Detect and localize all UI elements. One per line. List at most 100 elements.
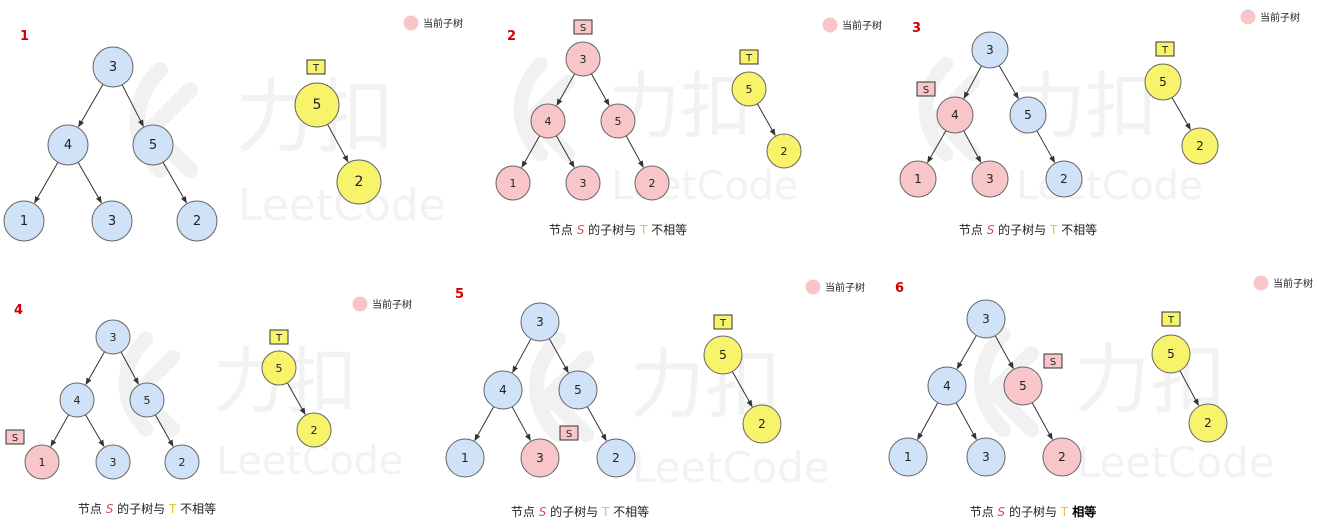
tree-s-node-rr-label: 2 xyxy=(612,451,620,465)
tree-s-node-ll-label: 1 xyxy=(914,172,922,186)
edge-l-lr xyxy=(511,406,531,442)
tree-s-node-root-circle xyxy=(565,41,601,77)
leetcode-logo-icon xyxy=(974,326,1040,438)
tree-s-node-l-label: 4 xyxy=(951,108,959,122)
tree-s-node-lr: 3 xyxy=(91,200,133,242)
caption-part-1: S xyxy=(987,223,995,237)
tree-s-node-l: 4 xyxy=(936,96,974,134)
edge-t xyxy=(756,103,776,136)
tree-s-node-root: 3 xyxy=(971,31,1009,69)
legend-label: 当前子树 xyxy=(423,17,463,30)
tree-s-node-root-circle xyxy=(95,319,131,355)
tree-t-node-root-label: 5 xyxy=(1159,75,1167,89)
t-tag-text: T xyxy=(1167,315,1175,326)
tree-s-node-lr-circle xyxy=(966,437,1006,477)
tree-s-node-ll: 1 xyxy=(3,200,45,242)
edge-l-lr xyxy=(963,130,982,163)
tree-s-node-r: 5 xyxy=(558,370,598,410)
tree-s-node-ll-circle xyxy=(899,160,937,198)
tree-s-node-lr-circle xyxy=(95,444,131,480)
tree-s-node-lr-circle xyxy=(971,160,1009,198)
edge-l-ll xyxy=(34,162,59,204)
tree-t-node-root: 5 xyxy=(294,82,340,128)
caption-part-0: 节点 xyxy=(78,502,106,516)
tree-s-node-ll: 1 xyxy=(24,444,60,480)
edge-root-r xyxy=(994,335,1014,370)
tree-t-node-child: 2 xyxy=(742,404,782,444)
tree-s-node-l: 4 xyxy=(483,370,523,410)
tree-s-node-rr-circle xyxy=(634,165,670,201)
tree-s-node-root-label: 3 xyxy=(536,315,544,329)
tree-t-node-root-label: 5 xyxy=(313,97,322,113)
tree-s-node-l-label: 4 xyxy=(545,115,552,128)
t-tag-box xyxy=(306,59,326,75)
tree-t-node-child-label: 2 xyxy=(758,417,766,431)
tree-s-node-r-circle xyxy=(132,124,174,166)
legend-dot-icon xyxy=(352,296,368,312)
tree-s-node-l-circle xyxy=(530,103,566,139)
tree-s-node-root: 3 xyxy=(565,41,601,77)
tree-t-node-child-label: 2 xyxy=(781,145,788,158)
tree-s-node-root-circle xyxy=(92,46,134,88)
edge-root-l xyxy=(556,73,576,106)
tree-s-node-rr: 2 xyxy=(634,165,670,201)
legend-label: 当前子树 xyxy=(825,281,865,294)
tree-s-node-rr-circle xyxy=(164,444,200,480)
edge-root-r xyxy=(548,338,569,374)
s-tag-box xyxy=(916,81,936,97)
tree-s-node-lr: 3 xyxy=(565,165,601,201)
tree-s-node-lr-label: 3 xyxy=(110,456,117,469)
tree-s-node-rr: 2 xyxy=(1045,160,1083,198)
edge-r-rr xyxy=(1031,402,1053,441)
tree-s-node-l-circle xyxy=(927,366,967,406)
edge-l-ll xyxy=(521,135,541,168)
tree-t-node-child-label: 2 xyxy=(1196,139,1204,153)
caption: 节点 S 的子树与 T 不相等 xyxy=(959,222,1097,237)
caption-part-2: 的子树与 xyxy=(994,222,1050,237)
t-tag-text: T xyxy=(719,318,727,329)
tree-s-node-r-circle xyxy=(558,370,598,410)
tree-s-node-ll: 1 xyxy=(888,437,928,477)
tree-s-node-r-label: 5 xyxy=(574,383,582,397)
caption-part-1: S xyxy=(577,223,585,237)
tree-s-node-rr-circle xyxy=(1045,160,1083,198)
tree-t-node-child-circle xyxy=(1181,127,1219,165)
edge-l-lr xyxy=(77,162,102,204)
edge-root-l xyxy=(512,338,532,374)
tree-s-node-ll: 1 xyxy=(495,165,531,201)
legend: 当前子树 xyxy=(403,15,463,31)
edge-l-ll xyxy=(927,130,947,164)
edge-t xyxy=(286,382,306,415)
t-tag-box xyxy=(713,314,733,330)
t-tag-box xyxy=(1161,311,1181,327)
t-tag: T xyxy=(1161,311,1181,327)
tree-s-node-l-label: 4 xyxy=(74,394,81,407)
legend: 当前子树 xyxy=(1253,275,1313,291)
tree-s-node-r-circle xyxy=(600,103,636,139)
tree-t-node-root: 5 xyxy=(703,335,743,375)
t-tag: T xyxy=(1155,41,1175,57)
tree-s-node-lr: 3 xyxy=(966,437,1006,477)
tree-t-node-root-label: 5 xyxy=(276,362,283,375)
legend-dot-icon xyxy=(1240,9,1256,25)
tree-s-node-root-label: 3 xyxy=(986,43,994,57)
tree-s-node-lr: 3 xyxy=(95,444,131,480)
step-number: 4 xyxy=(14,303,23,318)
legend-label: 当前子树 xyxy=(1273,277,1313,290)
tree-s-node-r: 5 xyxy=(129,382,165,418)
tree-t-node-root-label: 5 xyxy=(746,83,753,96)
tree-s-node-ll-label: 1 xyxy=(904,450,912,464)
legend-dot-icon xyxy=(822,17,838,33)
tree-s-node-r-circle xyxy=(1009,96,1047,134)
edge-t xyxy=(1171,97,1191,131)
tree-s-node-lr-circle xyxy=(565,165,601,201)
edge-l-lr xyxy=(555,135,575,168)
tree-t-node-root: 5 xyxy=(261,350,297,386)
edge-r-rr xyxy=(625,135,644,168)
tree-s-node-l-label: 4 xyxy=(943,379,951,393)
t-tag-text: T xyxy=(1161,45,1169,56)
edge-t xyxy=(731,371,753,408)
watermark-brand-en: LeetCode xyxy=(632,443,829,492)
